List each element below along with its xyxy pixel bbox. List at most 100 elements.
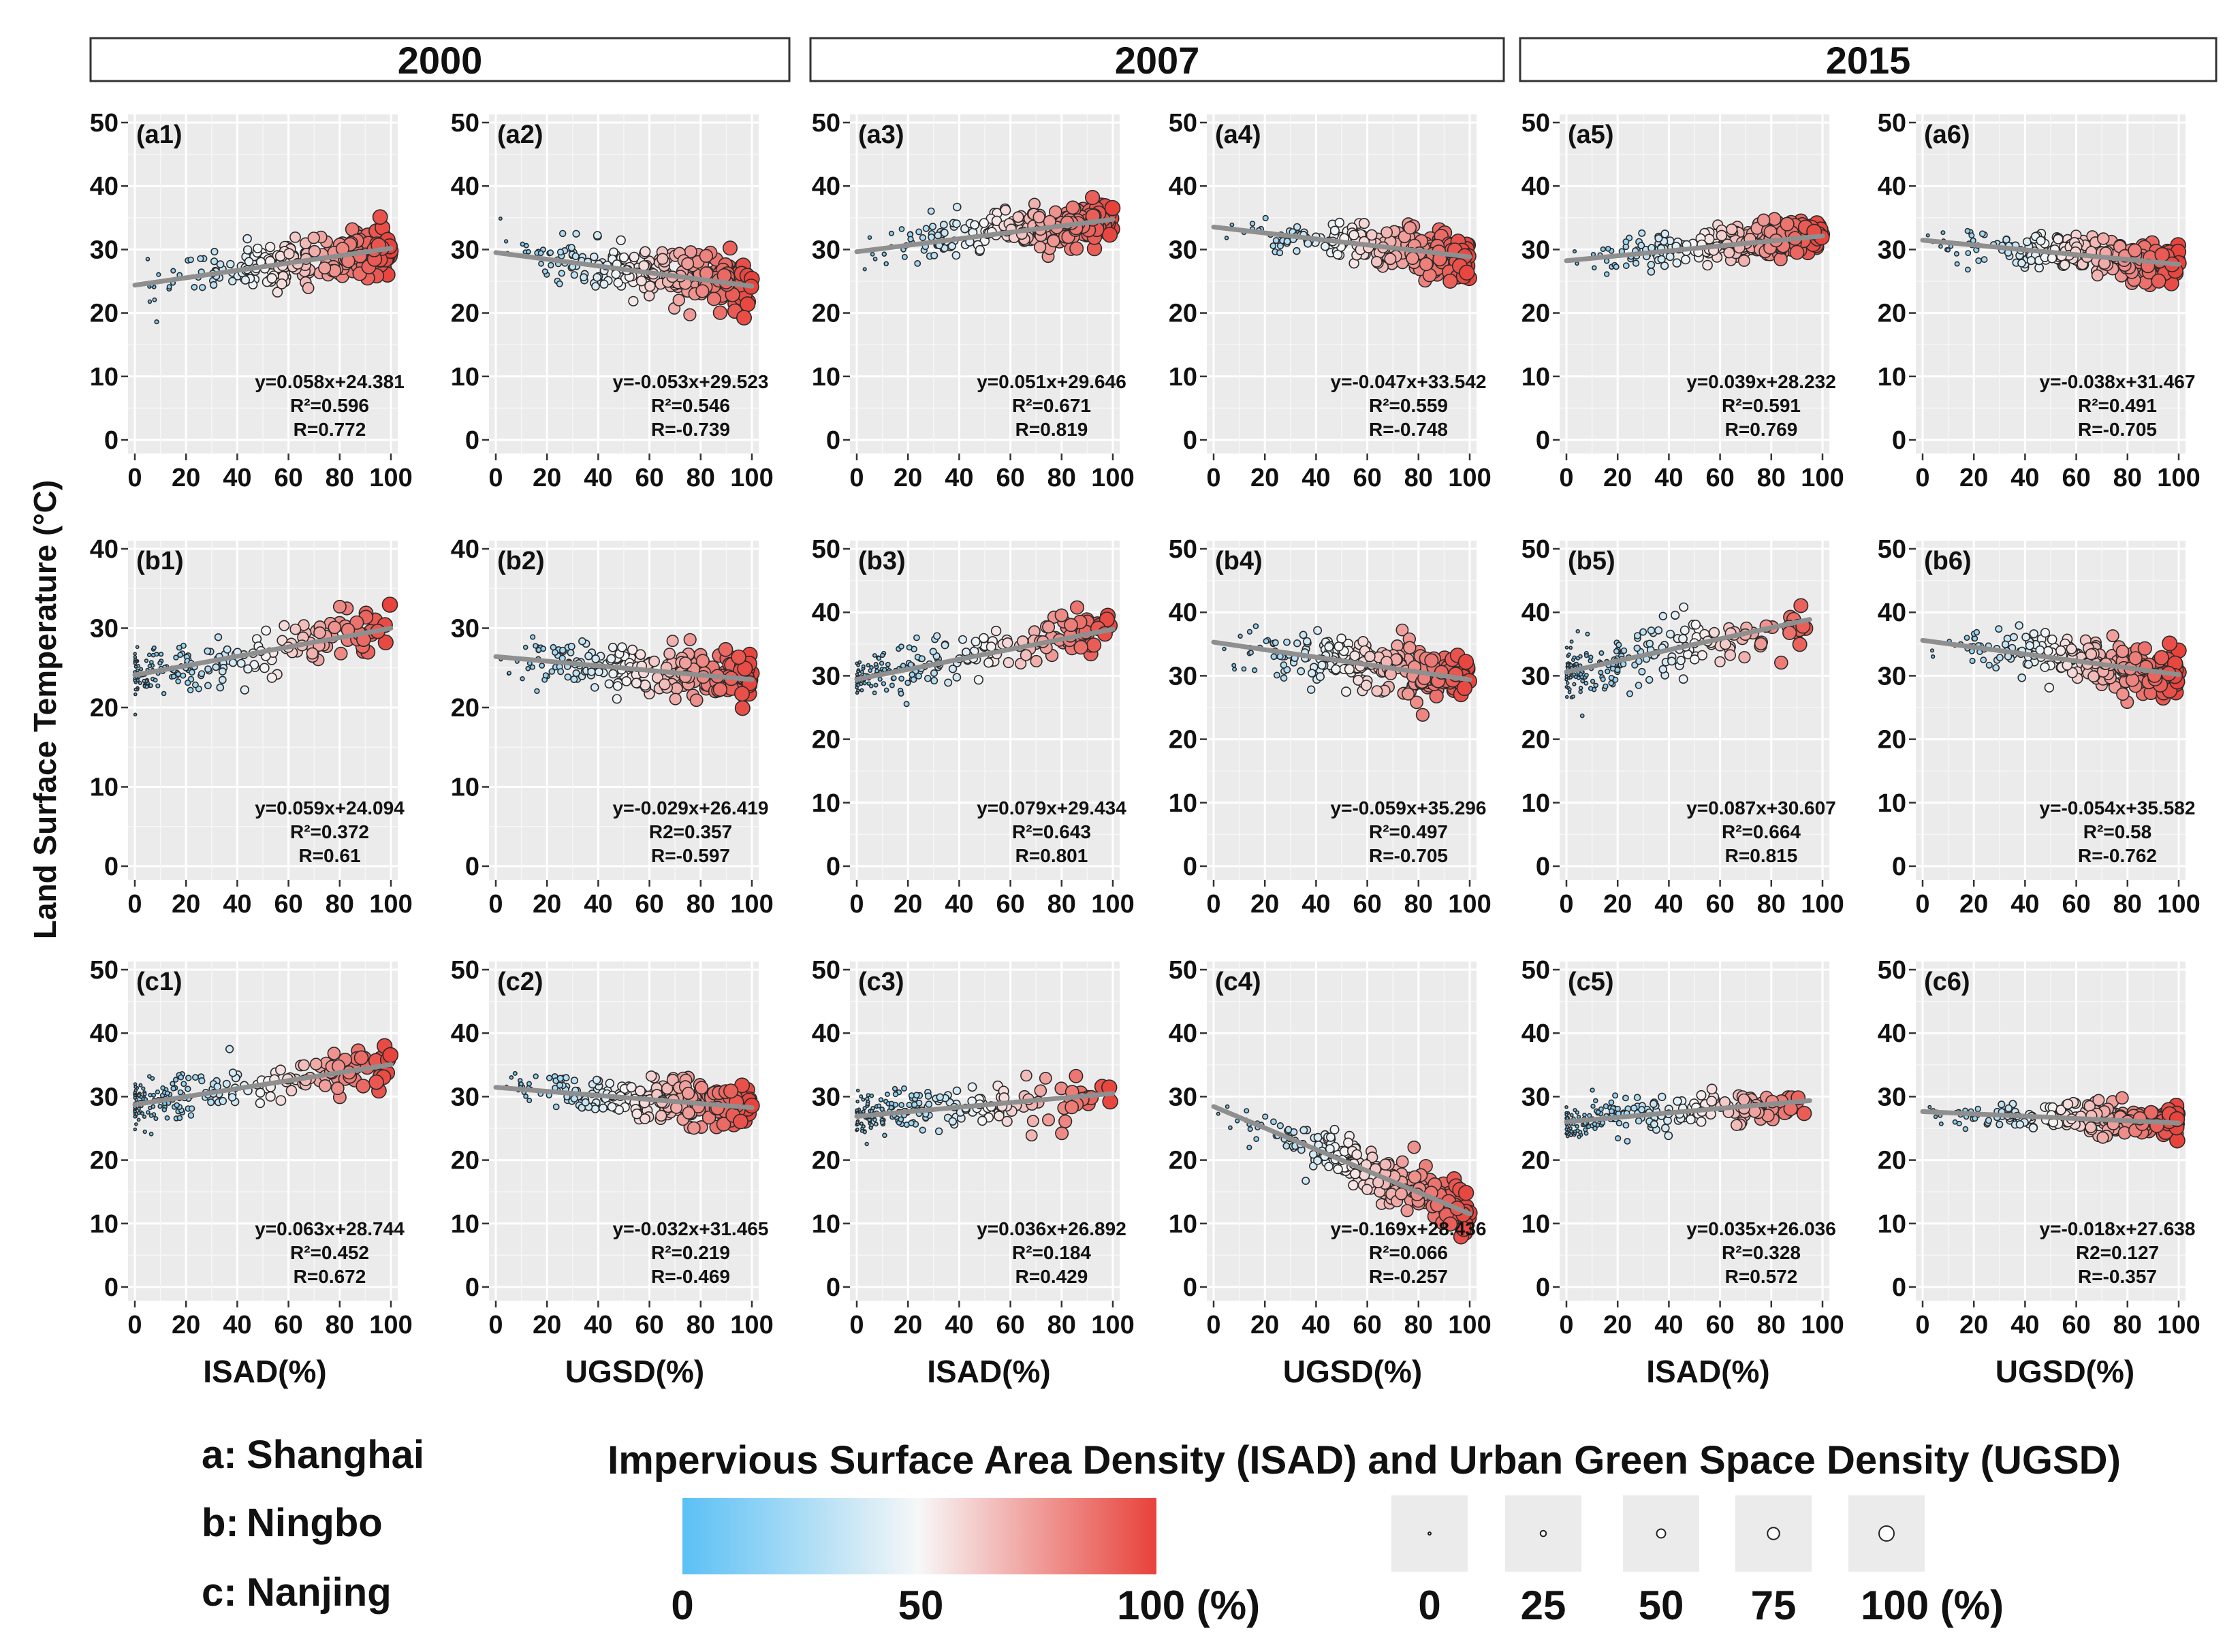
x-tick-label: 60 [1705,890,1734,919]
data-point [631,1108,643,1119]
data-point [1598,669,1604,676]
regression-equation: y=-0.059x+35.296 [1331,797,1487,819]
data-point [1660,229,1669,238]
panel-label: (b4) [1215,547,1263,575]
data-point [866,663,871,668]
data-point [133,652,137,656]
data-point [2040,628,2051,638]
data-point [1696,1116,1707,1127]
data-point [160,1085,165,1091]
data-point [1316,672,1325,682]
x-tick-label: 60 [2062,890,2090,919]
data-point [154,319,159,325]
data-point [2015,621,2023,630]
data-point [272,287,283,298]
regression-equation: y=0.059x+24.094 [255,797,405,819]
data-point [368,1074,384,1090]
data-point [944,678,953,687]
data-point [733,1113,748,1130]
data-point [534,688,540,695]
x-tick-label: 0 [488,1311,503,1339]
data-point [152,297,157,302]
data-point [1756,213,1771,227]
data-point [191,681,199,688]
data-point [1253,1136,1259,1142]
data-point [2017,673,2026,682]
data-point [1229,222,1235,227]
r-value: R=0.769 [1725,419,1798,440]
data-point [228,1068,238,1077]
data-point [2128,243,2142,258]
data-point [874,668,880,673]
data-point [1269,242,1277,249]
regression-equation: y=0.079x+29.434 [977,797,1126,819]
data-point [1938,244,1943,249]
y-tick-label: 30 [1521,1083,1550,1111]
data-point [1681,255,1691,265]
data-point [1054,608,1069,622]
data-point [991,215,1003,226]
data-point [1564,1113,1568,1117]
r-squared: R2=0.357 [649,821,732,842]
data-point [176,644,183,651]
data-point [1042,620,1056,634]
data-point [1754,637,1768,651]
data-point [556,1081,563,1089]
year-strip-2007: 2007 [809,37,1505,82]
y-tick-label: 50 [1521,109,1550,138]
x-tick-label: 100 [1801,890,1844,919]
data-point [2085,648,2098,661]
panel-label: (c5) [1568,968,1614,996]
data-point [151,1092,157,1098]
data-point [1280,661,1288,669]
data-point [1304,239,1312,248]
data-point [1796,1105,1812,1122]
y-tick-label: 30 [1878,662,1906,690]
regression-line [493,250,755,289]
data-point [1638,229,1646,237]
data-point [1579,713,1585,718]
data-point [1042,1113,1056,1127]
data-point [644,281,656,292]
data-point [1247,1126,1253,1132]
panel-label: (c1) [136,968,183,996]
data-point [591,282,600,291]
x-tick-label: 0 [1559,1311,1573,1339]
data-point [1020,1069,1032,1082]
x-tick-label: 40 [2010,890,2039,919]
data-point [138,1083,143,1087]
data-point [1030,654,1043,668]
data-point [718,641,733,657]
data-point [1424,653,1439,668]
data-point [1569,639,1574,644]
data-point [1280,674,1288,682]
data-point [1003,656,1014,669]
data-point [1657,255,1666,264]
panel-label: (a2) [497,121,543,149]
data-point [187,256,194,264]
y-tick-label: 40 [812,172,840,201]
data-point [731,649,746,665]
data-point [909,671,915,678]
data-point [961,647,971,657]
data-point [2128,651,2143,665]
y-tick-label: 50 [451,109,479,138]
data-point [960,224,970,234]
data-point [187,686,194,694]
data-point [1626,690,1634,697]
y-tick-label: 20 [1521,1147,1550,1175]
x-tick-label: 20 [894,1311,922,1339]
data-point [1969,657,1976,665]
data-point [901,253,908,260]
y-tick-label: 0 [826,426,840,455]
data-point [1348,1179,1359,1191]
data-point [1615,641,1622,648]
x-tick-label: 80 [326,890,354,919]
x-tick-label: 0 [127,1311,142,1339]
data-point [1360,680,1372,691]
x-tick-label: 0 [488,890,503,919]
data-point [142,1114,147,1119]
data-point [1270,1118,1277,1126]
regression-equation: y=-0.053x+29.523 [613,371,769,392]
